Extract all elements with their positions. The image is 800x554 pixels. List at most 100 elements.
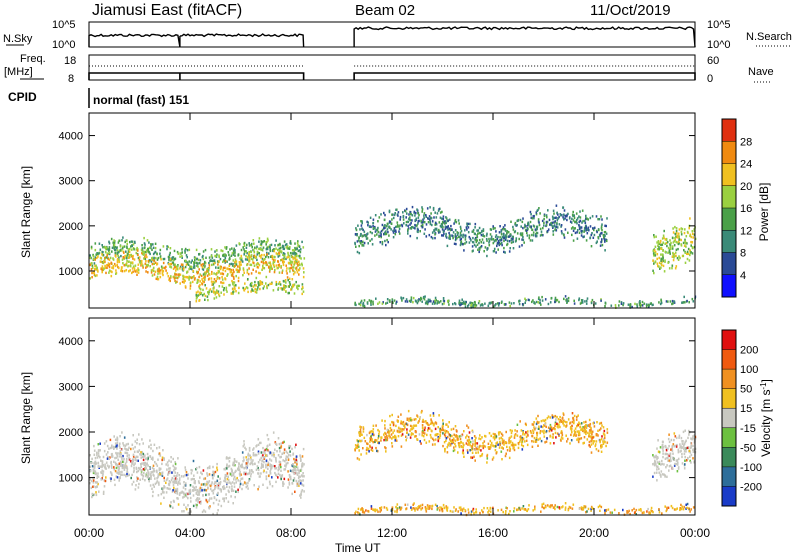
heatmap-cell (517, 218, 520, 222)
heatmap-cell (431, 421, 433, 424)
heatmap-cell (407, 224, 409, 228)
heatmap-cell (495, 452, 498, 455)
heatmap-cell (660, 257, 662, 260)
heatmap-cell (195, 485, 197, 489)
heatmap-cell (571, 424, 573, 428)
heatmap-cell (355, 446, 357, 450)
heatmap-cell (527, 223, 530, 226)
heatmap-cell (108, 240, 110, 243)
heatmap-cell (374, 439, 377, 442)
heatmap-cell (172, 506, 174, 509)
heatmap-cell (674, 225, 676, 229)
heatmap-cell (144, 257, 147, 261)
heatmap-cell (380, 439, 382, 442)
heatmap-cell (153, 485, 155, 488)
heatmap-cell (282, 253, 284, 256)
heatmap-cell (394, 437, 397, 441)
heatmap-cell (243, 472, 246, 476)
heatmap-cell (597, 434, 599, 437)
heatmap-cell (175, 467, 177, 470)
heatmap-cell (572, 226, 574, 229)
heatmap-cell (597, 218, 599, 221)
heatmap-cell (134, 462, 136, 465)
heatmap-cell (106, 255, 108, 258)
heatmap-cell (176, 492, 179, 495)
heatmap-cell (165, 491, 168, 494)
heatmap-cell (564, 420, 567, 424)
heatmap-cell (208, 261, 210, 265)
heatmap-cell (132, 453, 135, 456)
heatmap-cell (172, 261, 175, 264)
heatmap-cell (260, 456, 262, 460)
heatmap-cell (181, 251, 183, 254)
heatmap-cell (530, 216, 533, 219)
heatmap-cell (422, 218, 424, 221)
heatmap-cell (490, 434, 492, 438)
heatmap-cell (115, 445, 117, 448)
heatmap-cell (658, 265, 660, 268)
heatmap-cell (435, 221, 437, 225)
heatmap-cell (272, 464, 274, 468)
heatmap-cell (237, 254, 239, 257)
heatmap-cell (296, 247, 298, 250)
heatmap-cell (237, 488, 239, 491)
heatmap-cell (116, 455, 119, 458)
heatmap-cell (502, 226, 505, 229)
heatmap-cell (296, 473, 299, 476)
heatmap-cell (124, 462, 127, 465)
heatmap-cell (683, 244, 686, 247)
heatmap-cell (457, 235, 460, 239)
heatmap-cell (221, 281, 224, 285)
heatmap-cell (133, 469, 135, 472)
heatmap-cell (198, 299, 201, 302)
heatmap-cell (406, 436, 408, 439)
heatmap-cell (289, 469, 292, 472)
heatmap-cell (277, 255, 280, 258)
heatmap-cell (585, 229, 587, 232)
heatmap-cell (120, 453, 122, 456)
heatmap-cell (233, 284, 236, 287)
heatmap-cell (138, 260, 141, 263)
heatmap-cell (597, 429, 599, 432)
heatmap-cell (416, 236, 418, 240)
heatmap-cell (442, 218, 445, 221)
heatmap-cell (505, 441, 507, 444)
heatmap-cell (239, 260, 242, 264)
heatmap-cell (251, 461, 253, 464)
heatmap-cell (505, 430, 507, 434)
heatmap-cell (246, 263, 248, 267)
heatmap-cell (293, 468, 295, 472)
heatmap-cell (539, 212, 541, 215)
heatmap-cell (515, 237, 518, 240)
heatmap-cell (249, 255, 252, 259)
heatmap-cell (397, 211, 400, 214)
heatmap-cell (107, 248, 110, 251)
heatmap-cell (101, 464, 104, 467)
heatmap-cell (538, 223, 541, 227)
heatmap-cell (234, 264, 236, 268)
heatmap-cell (207, 298, 209, 302)
heatmap-cell (89, 263, 91, 267)
heatmap-cell (385, 436, 387, 439)
heatmap-cell (239, 257, 241, 260)
heatmap-cell (450, 428, 453, 431)
heatmap-cell (451, 439, 454, 442)
heatmap-cell (288, 277, 291, 280)
heatmap-cell (205, 499, 208, 502)
heatmap-cell (137, 477, 139, 480)
heatmap-cell (243, 467, 245, 470)
heatmap-cell (580, 229, 583, 233)
heatmap-cell (409, 218, 412, 222)
heatmap-cell (482, 446, 485, 450)
heatmap-cell (259, 281, 262, 284)
heatmap-cell (687, 247, 690, 251)
heatmap-cell (166, 468, 168, 471)
heatmap-cell (620, 301, 623, 304)
heatmap-cell (269, 471, 272, 474)
heatmap-cell (174, 477, 177, 480)
heatmap-cell (421, 221, 423, 224)
heatmap-cell (406, 431, 408, 434)
heatmap-cell (110, 461, 112, 465)
heatmap-cell (140, 451, 142, 454)
heatmap-cell (208, 273, 211, 276)
